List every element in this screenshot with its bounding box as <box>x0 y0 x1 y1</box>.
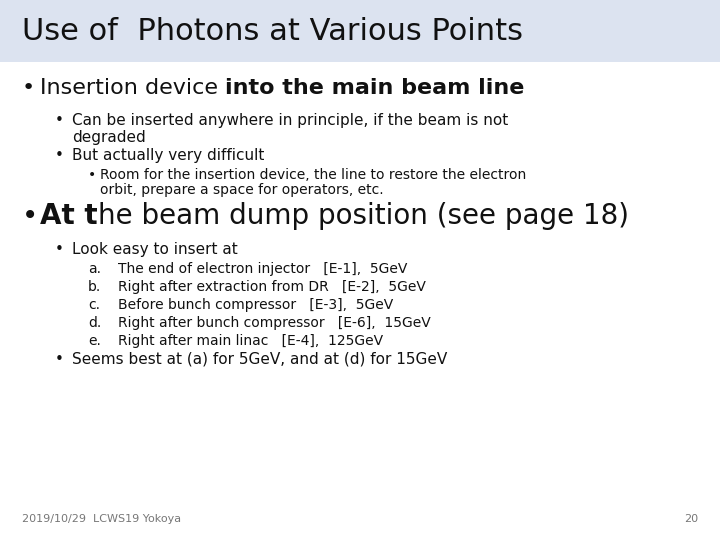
Text: •: • <box>88 168 96 182</box>
Text: 2019/10/29  LCWS19 Yokoya: 2019/10/29 LCWS19 Yokoya <box>22 514 181 524</box>
Text: •: • <box>55 352 64 367</box>
Text: d.: d. <box>88 316 102 330</box>
Text: a.: a. <box>88 262 101 276</box>
Text: into the main beam line: into the main beam line <box>225 78 524 98</box>
Text: 20: 20 <box>684 514 698 524</box>
Text: At t: At t <box>40 202 98 230</box>
Text: Insertion device: Insertion device <box>40 78 225 98</box>
Text: •: • <box>22 202 38 230</box>
Text: Right after bunch compressor   [E-6],  15GeV: Right after bunch compressor [E-6], 15Ge… <box>118 316 431 330</box>
Text: he beam dump position (see page 18): he beam dump position (see page 18) <box>98 202 629 230</box>
Text: Right after extraction from DR   [E-2],  5GeV: Right after extraction from DR [E-2], 5G… <box>118 280 426 294</box>
Text: c.: c. <box>88 298 100 312</box>
Text: Use of  Photons at Various Points: Use of Photons at Various Points <box>22 17 523 45</box>
Text: The end of electron injector   [E-1],  5GeV: The end of electron injector [E-1], 5GeV <box>118 262 408 276</box>
Text: Room for the insertion device, the line to restore the electron: Room for the insertion device, the line … <box>100 168 526 182</box>
Text: b.: b. <box>88 280 102 294</box>
Text: Seems best at (a) for 5GeV, and at (d) for 15GeV: Seems best at (a) for 5GeV, and at (d) f… <box>72 352 447 367</box>
Bar <box>0 0 720 62</box>
Text: •: • <box>55 113 64 128</box>
Text: Can be inserted anywhere in principle, if the beam is not: Can be inserted anywhere in principle, i… <box>72 113 508 128</box>
Text: orbit, prepare a space for operators, etc.: orbit, prepare a space for operators, et… <box>100 183 384 197</box>
Text: Look easy to insert at: Look easy to insert at <box>72 242 238 257</box>
Text: •: • <box>55 148 64 163</box>
Text: But actually very difficult: But actually very difficult <box>72 148 264 163</box>
Text: degraded: degraded <box>72 130 145 145</box>
Text: Before bunch compressor   [E-3],  5GeV: Before bunch compressor [E-3], 5GeV <box>118 298 393 312</box>
Text: •: • <box>22 78 35 98</box>
Text: e.: e. <box>88 334 101 348</box>
Text: Right after main linac   [E-4],  125GeV: Right after main linac [E-4], 125GeV <box>118 334 383 348</box>
Text: •: • <box>55 242 64 257</box>
